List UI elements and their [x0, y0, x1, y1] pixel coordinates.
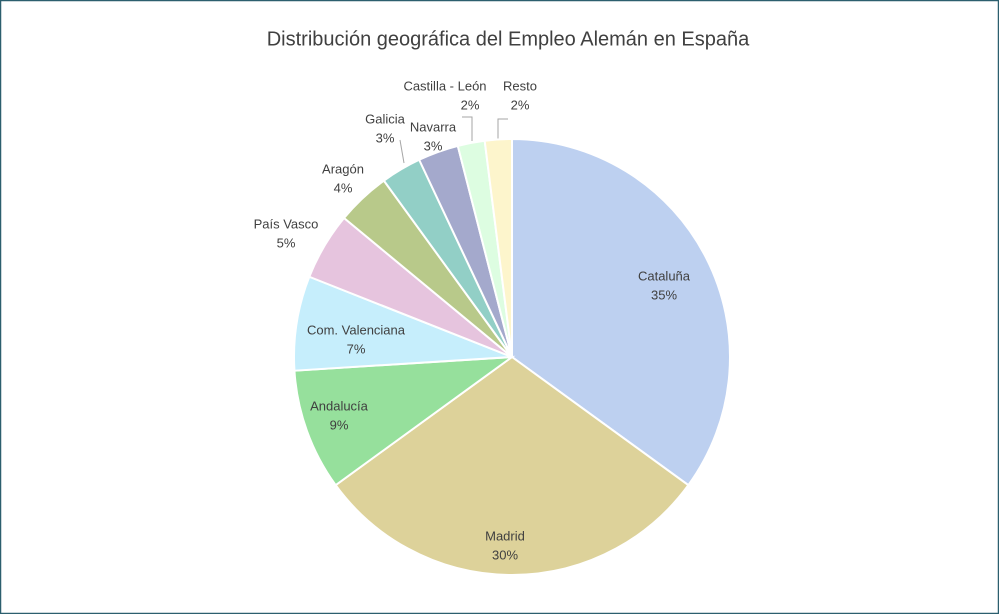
pie-slice: [483, 137, 513, 358]
slice-label: Com. Valenciana: [307, 322, 406, 337]
leader-line: [462, 116, 473, 141]
slice-label: Galicia: [365, 111, 406, 126]
slice-label: Madrid: [485, 528, 525, 543]
slice-label: Andalucía: [310, 398, 369, 413]
pie-slice: [334, 355, 690, 576]
slice-label: Navarra: [410, 119, 457, 134]
leader-line: [497, 118, 508, 141]
slice-label: Resto: [503, 78, 537, 93]
pie-slice: [511, 137, 731, 487]
value-label: 4%: [334, 180, 353, 195]
value-label: 30%: [492, 547, 518, 562]
value-label: 7%: [347, 341, 366, 356]
slice-label: Cataluña: [638, 268, 691, 283]
slice-label: País Vasco: [254, 216, 319, 231]
value-label: 2%: [461, 97, 480, 112]
value-label: 9%: [330, 417, 349, 432]
pie-slice: [293, 355, 516, 487]
value-label: 2%: [511, 97, 530, 112]
value-label: 35%: [651, 287, 677, 302]
slice-label: Castilla - León: [403, 78, 486, 93]
chart-title: Distribución geográfica del Empleo Alemá…: [267, 28, 750, 50]
slice-label: Aragón: [322, 161, 364, 176]
value-label: 5%: [277, 235, 296, 250]
leader-line: [399, 139, 405, 164]
value-label: 3%: [424, 138, 443, 153]
value-label: 3%: [376, 130, 395, 145]
